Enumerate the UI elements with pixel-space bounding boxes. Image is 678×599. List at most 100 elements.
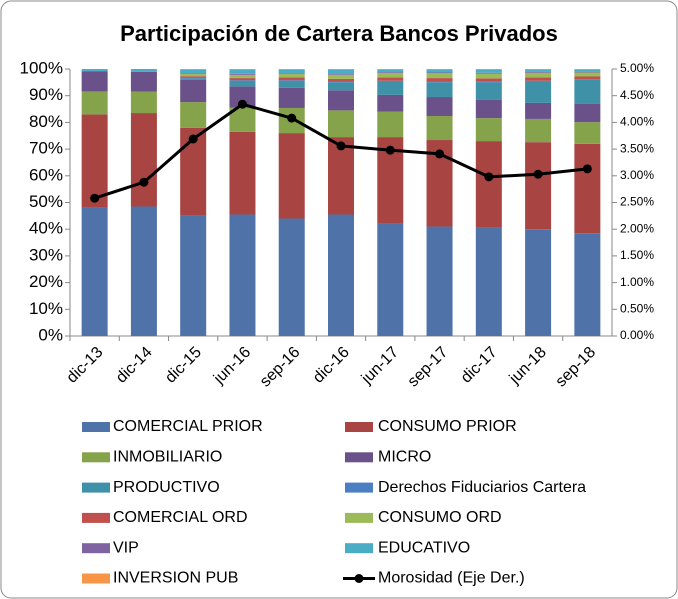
legend-label: PRODUCTIVO [113,479,220,496]
legend-swatch [345,422,373,432]
legend-label: EDUCATIVO [378,539,470,556]
y-tick-label: 0% [38,325,63,344]
bar-segment [574,233,601,336]
y-tick-label: 40% [29,219,63,238]
y-tick-label: 100% [20,58,63,77]
bar-segment [180,73,207,75]
bar-segment [180,74,207,77]
legend-swatch [82,482,110,493]
bar-segment [525,81,552,103]
bar-segment [426,69,453,73]
bar-segment [328,110,354,138]
bar-segment [130,113,157,207]
bar-segment [475,141,502,228]
y-tick-label: 90% [29,85,63,104]
bar-segment [525,77,552,81]
bar-segment [574,143,601,234]
y2-tick-label: 3.50% [620,141,654,155]
bar-segment [475,118,502,142]
bar-segment [426,81,453,83]
bar-segment [377,72,404,74]
bar-segment [81,69,108,72]
bar-segment [426,97,453,116]
legend-label: MICRO [378,449,431,466]
line-marker [90,193,100,203]
bar-segment [426,72,453,74]
bar-segment [229,86,256,108]
bar-segment [525,80,552,82]
legend-label: COMERCIAL ORD [113,509,248,526]
line-marker [582,164,592,174]
bar-segment [377,81,404,95]
y2-tick-label: 0.50% [620,301,654,315]
bar-segment [278,73,305,75]
y2-tick-label: 5.00% [620,61,654,75]
bar-segment [525,229,552,336]
bar-segment [278,77,305,81]
bar-segment [574,69,601,72]
line-marker [385,145,395,155]
line-marker [188,134,198,144]
legend-swatch [345,452,373,463]
legend-label: CONSUMO ORD [378,509,502,526]
bar-segment [278,87,305,108]
chart-title: Participación de Cartera Bancos Privados [120,21,558,46]
legend-swatch [82,512,110,523]
bar-segment [475,99,502,119]
legend-label: COMERCIAL PRIOR [113,418,263,435]
y2-tick-label: 4.00% [620,115,654,129]
y2-tick-label: 2.50% [620,195,654,209]
line-marker [336,141,346,151]
y2-tick-label: 1.00% [620,275,654,289]
legend-swatch [345,512,373,523]
y-tick-label: 10% [29,299,63,318]
line-marker [139,177,149,187]
bar-segment [426,73,453,79]
bar-segment [130,91,157,114]
bar-segment [525,118,552,143]
bar-segment [180,78,207,80]
legend-label: Derechos Fiduciarios Cartera [378,479,586,496]
bar-segment [278,69,305,74]
bar-segment [81,114,108,208]
bar-segment [81,207,108,336]
bar-segment [377,94,404,112]
bar-segment [180,69,207,74]
bar-segment [328,78,354,82]
bar-segment [328,74,354,79]
legend-swatch [345,543,373,554]
line-marker [435,149,445,159]
bar-segment [229,78,256,81]
legend-label: CONSUMO PRIOR [378,418,517,435]
bar-segment [180,76,207,78]
bar-segment [328,74,354,75]
bar-segment [81,71,108,92]
legend-label: VIP [113,539,139,556]
bar-segment [377,69,404,73]
legend-swatch [82,422,110,432]
bar-segment [525,71,552,73]
bar-segment [525,102,552,119]
legend-swatch [82,573,110,584]
bar-segment [328,69,354,75]
legend-marker [354,574,364,583]
bar-segment [426,78,453,82]
bar-segment [81,91,108,115]
bar-segment [574,103,601,123]
bar-segment [475,72,502,74]
bar-segment [574,71,601,73]
bar-segment [475,81,502,83]
bar-segment [278,81,305,88]
bar-segment [229,73,256,75]
bar-segment [328,81,354,83]
bar-segment [574,76,601,80]
bar-segment [278,80,305,82]
y-tick-label: 80% [29,112,63,131]
bar-segment [229,131,256,215]
bar-segment [475,227,502,336]
y2-tick-label: 2.00% [620,221,654,235]
bar-segment [377,77,404,81]
bar-segment [328,90,354,111]
bar-segment [229,81,256,87]
line-marker [484,172,494,182]
